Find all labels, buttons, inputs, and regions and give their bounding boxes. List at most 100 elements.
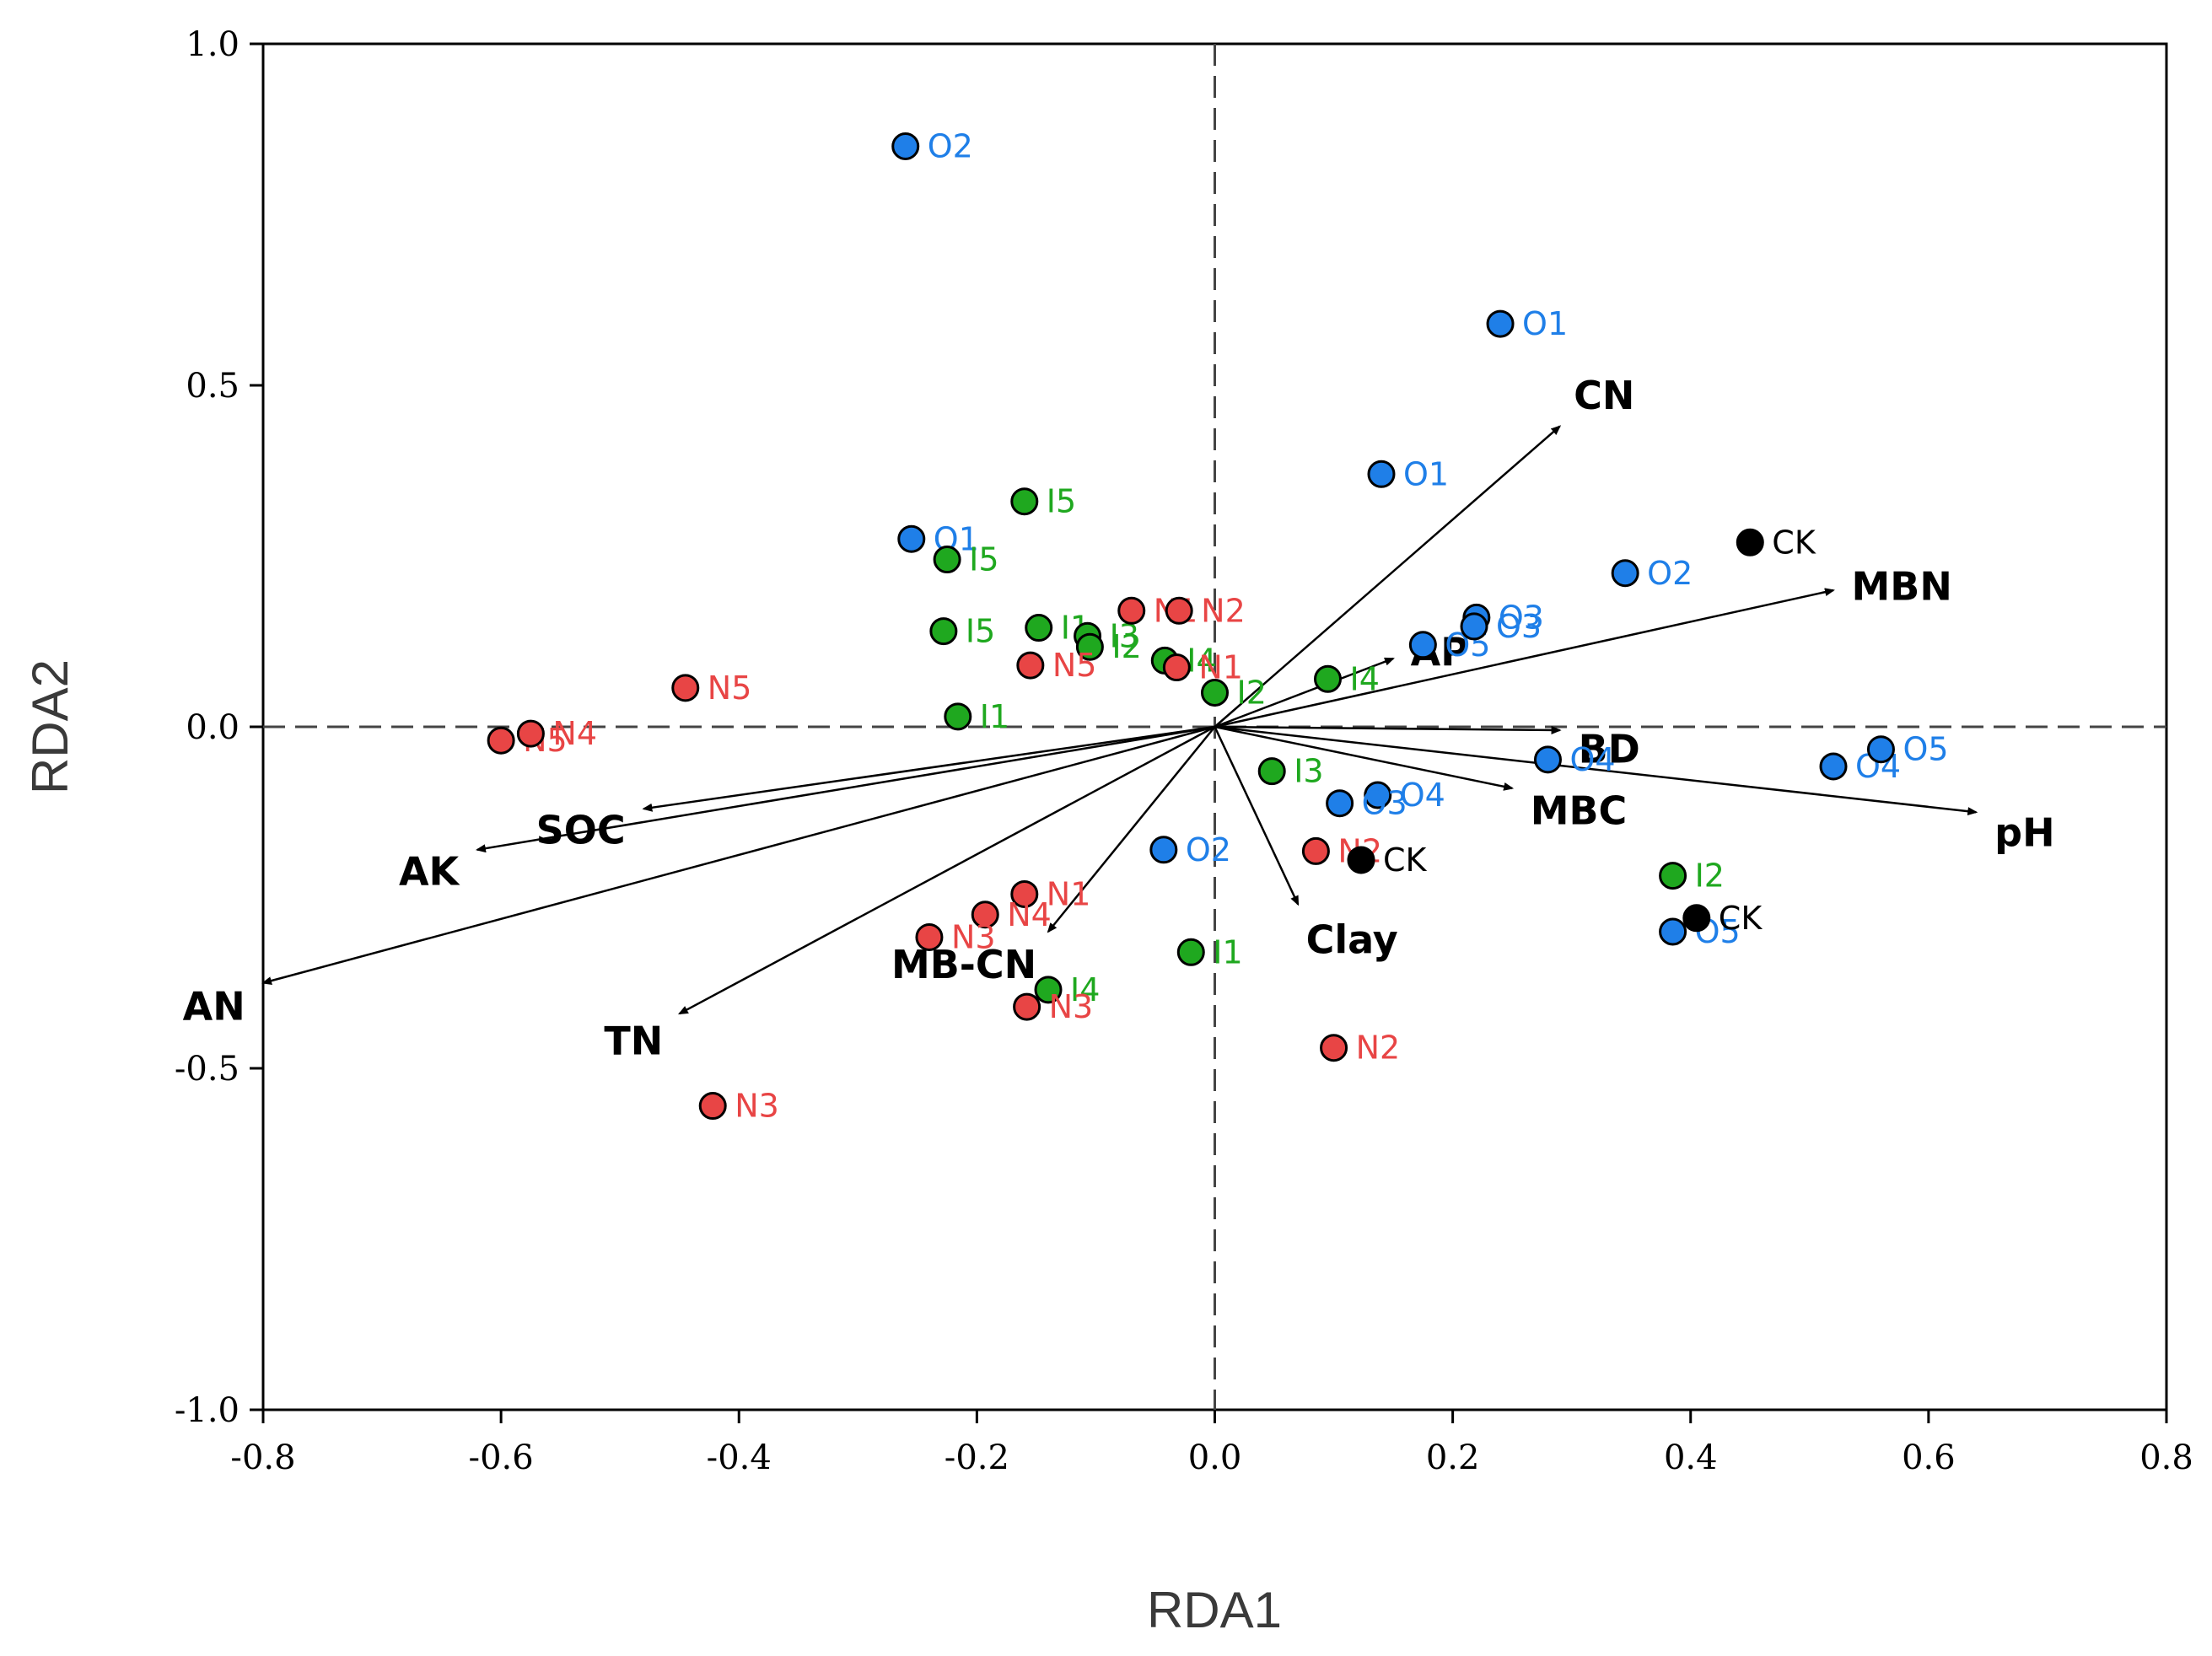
arrow-label-ph: pH bbox=[1994, 810, 2054, 856]
point-label: N2 bbox=[1201, 592, 1246, 629]
y-tick-label: 0.5 bbox=[186, 367, 239, 406]
point-label: I1 bbox=[980, 698, 1009, 735]
point-o3 bbox=[1326, 789, 1354, 818]
point-i5 bbox=[1010, 487, 1039, 516]
arrow-clay bbox=[1214, 726, 1300, 906]
point-label: N1 bbox=[1198, 649, 1243, 686]
point-n4 bbox=[516, 719, 545, 748]
arrow-ap bbox=[1214, 657, 1395, 729]
arrow-mbc bbox=[1214, 725, 1515, 791]
point-label: N3 bbox=[735, 1088, 779, 1125]
point-label: N3 bbox=[1049, 988, 1094, 1025]
point-label: I2 bbox=[1111, 628, 1141, 665]
arrow-mbn bbox=[1214, 588, 1835, 729]
point-i1 bbox=[1025, 614, 1053, 643]
point-n1 bbox=[1010, 879, 1039, 908]
x-axis-title: RDA1 bbox=[1147, 1582, 1282, 1638]
y-tick-label: -0.5 bbox=[175, 1050, 239, 1089]
point-o5 bbox=[1408, 631, 1437, 659]
x-tick-label: -0.6 bbox=[469, 1438, 534, 1477]
point-label: I3 bbox=[1294, 753, 1323, 790]
point-i1 bbox=[944, 702, 972, 731]
point-label: O4 bbox=[1569, 741, 1615, 778]
point-i2 bbox=[1201, 679, 1229, 707]
point-label: I5 bbox=[966, 613, 995, 650]
point-n2 bbox=[1165, 596, 1193, 625]
point-label: N5 bbox=[708, 669, 752, 707]
x-tick-label: 0.4 bbox=[1664, 1438, 1718, 1477]
y-tick-label: 1.0 bbox=[186, 25, 239, 64]
axis-ticks: -0.8 -0.6 -0.4 -0.2 0.0 0.2 0.4 0.6 0.8 -1.0 -0.5 0… bbox=[175, 25, 2193, 1477]
x-tick-label: 0.6 bbox=[1902, 1438, 1956, 1477]
point-label: N5 bbox=[1052, 647, 1097, 684]
arrow-label-mb-cn: MB-CN bbox=[891, 942, 1036, 987]
point-n1 bbox=[1162, 653, 1191, 682]
point-label: N1 bbox=[1047, 875, 1091, 912]
point-n3 bbox=[915, 922, 944, 951]
x-tick-label: -0.2 bbox=[945, 1438, 1009, 1477]
point-label: N4 bbox=[1007, 896, 1052, 933]
point-i3 bbox=[1257, 757, 1286, 786]
arrow-label-ak: AK bbox=[399, 848, 461, 894]
x-tick-label: 0.8 bbox=[2139, 1438, 2193, 1477]
point-o4 bbox=[1533, 745, 1562, 774]
point-label: O3 bbox=[1362, 785, 1407, 822]
point-label: O2 bbox=[1647, 555, 1693, 592]
arrow-cn bbox=[1214, 425, 1562, 728]
point-label: I4 bbox=[1187, 642, 1216, 679]
point-n5 bbox=[671, 674, 700, 702]
point-i5 bbox=[929, 617, 958, 646]
arrow-label-mbc: MBC bbox=[1531, 788, 1628, 833]
point-i5 bbox=[933, 546, 961, 574]
point-i4 bbox=[1034, 976, 1063, 1004]
point-o1 bbox=[897, 524, 926, 553]
point-label: O1 bbox=[1403, 455, 1449, 492]
x-tick-label: 0.2 bbox=[1426, 1438, 1480, 1477]
x-tick-label: -0.4 bbox=[707, 1438, 772, 1477]
point-n3 bbox=[698, 1092, 727, 1121]
point-n2 bbox=[1301, 836, 1330, 865]
point-label: N2 bbox=[1356, 1030, 1401, 1067]
x-tick-label: 0.0 bbox=[1188, 1438, 1242, 1477]
point-label: O2 bbox=[1186, 831, 1231, 868]
arrow-bd bbox=[1214, 725, 1562, 734]
point-i4 bbox=[1314, 664, 1343, 693]
point-ck bbox=[1682, 904, 1711, 933]
x-tick-label: -0.8 bbox=[230, 1438, 295, 1477]
arrow-mb-cn bbox=[1047, 726, 1216, 933]
point-ck bbox=[1736, 528, 1764, 556]
point-i2 bbox=[1659, 862, 1687, 890]
point-n3 bbox=[1013, 992, 1041, 1021]
point-label: CK bbox=[1383, 841, 1428, 879]
point-label: CK bbox=[1772, 524, 1816, 561]
point-n2 bbox=[1320, 1034, 1348, 1062]
point-o4 bbox=[1819, 752, 1848, 781]
arrow-label-bd: BD bbox=[1579, 726, 1640, 772]
point-label: O1 bbox=[1522, 305, 1568, 342]
point-label: I1 bbox=[1213, 933, 1242, 970]
arrow-label-clay: Clay bbox=[1306, 917, 1398, 963]
arrow-label-mbn: MBN bbox=[1852, 563, 1952, 609]
y-tick-label: 0.0 bbox=[186, 708, 239, 747]
point-o1 bbox=[1367, 460, 1396, 488]
arrow-ak bbox=[475, 725, 1215, 853]
arrow-label-tn: TN bbox=[604, 1019, 663, 1064]
arrow-label-an: AN bbox=[183, 983, 245, 1029]
point-label: O2 bbox=[928, 128, 973, 165]
point-label: O5 bbox=[1903, 731, 1948, 768]
y-tick-label: -1.0 bbox=[175, 1391, 239, 1430]
arrow-label-cn: CN bbox=[1574, 373, 1634, 418]
point-label: I5 bbox=[969, 541, 998, 578]
arrow-label-soc: SOC bbox=[536, 807, 626, 852]
point-n1 bbox=[1117, 596, 1146, 625]
point-label: O4 bbox=[1400, 777, 1445, 814]
point-ck bbox=[1347, 846, 1375, 874]
point-label: I4 bbox=[1070, 971, 1100, 1008]
point-n5 bbox=[1016, 651, 1045, 680]
point-o5 bbox=[1659, 917, 1687, 946]
point-o2 bbox=[891, 132, 920, 160]
point-n4 bbox=[971, 901, 999, 929]
point-label: I2 bbox=[1237, 675, 1267, 712]
